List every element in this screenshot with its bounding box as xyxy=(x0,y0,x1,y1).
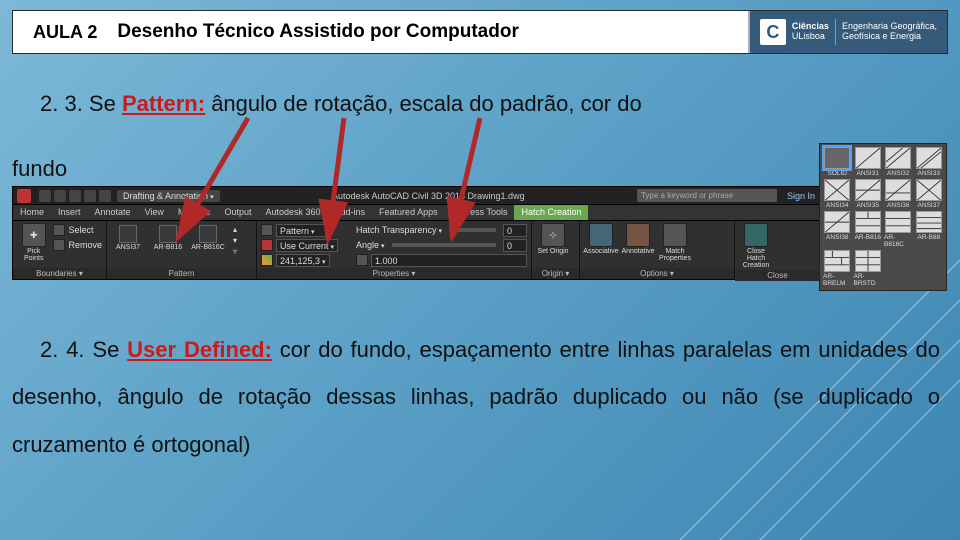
tab-manage[interactable]: Manage xyxy=(171,205,218,220)
title-bar: Drafting & Annotation Autodesk AutoCAD C… xyxy=(13,187,821,205)
slide-title: Desenho Técnico Assistido por Computador xyxy=(117,21,748,43)
panel-properties: Pattern Use Current 241,125,3 Hatch Tran… xyxy=(257,221,532,279)
associative-button[interactable]: Associative xyxy=(584,223,618,255)
gallery-swatch[interactable]: AR-B816 xyxy=(854,211,883,248)
panel-boundaries: ✚Pick Points Select Remove Boundaries ▾ xyxy=(13,221,107,279)
autocad-ribbon: Drafting & Annotation Autodesk AutoCAD C… xyxy=(12,186,822,280)
workspace-dropdown[interactable]: Drafting & Annotation xyxy=(117,190,220,202)
keyword-user-defined: User Defined: xyxy=(127,337,272,362)
keyword-pattern: Pattern: xyxy=(122,91,205,116)
gallery-swatch[interactable]: ANSI38 xyxy=(823,211,852,248)
tab-annotate[interactable]: Annotate xyxy=(88,205,138,220)
remove-button[interactable]: Remove xyxy=(53,238,102,252)
panel-origin: ⊹Set Origin Origin ▾ xyxy=(532,221,580,279)
logo-letter: C xyxy=(760,19,786,45)
match-properties-button[interactable]: Match Properties xyxy=(658,223,692,262)
gallery-swatch[interactable]: AR-B816C xyxy=(884,211,913,248)
ribbon-panels: ✚Pick Points Select Remove Boundaries ▾ … xyxy=(13,221,821,279)
lesson-number: AULA 2 xyxy=(13,22,117,43)
gallery-swatch[interactable]: ANSI34 xyxy=(823,179,852,209)
slide-header: AULA 2 Desenho Técnico Assistido por Com… xyxy=(12,10,948,54)
hatch-color-dropdown[interactable]: Use Current xyxy=(276,239,338,252)
quick-access-toolbar[interactable] xyxy=(39,190,111,202)
pick-points-button[interactable]: ✚Pick Points xyxy=(17,223,50,262)
gallery-swatch[interactable]: AR-BRELM xyxy=(823,250,852,287)
hatch-type-dropdown[interactable]: Pattern xyxy=(276,224,326,237)
university-logo: C Ciências ULisboa Engenharia Geográfica… xyxy=(748,11,947,53)
bullet-2-3: 2. 3. Se Pattern: ângulo de rotação, esc… xyxy=(40,86,642,121)
pattern-gallery-expand[interactable]: ▴▾▿ xyxy=(233,225,237,256)
pattern-swatch[interactable]: AR-B816C xyxy=(191,225,225,251)
angle-value[interactable]: 0 xyxy=(503,239,527,252)
transparency-label[interactable]: Hatch Transparency xyxy=(356,225,442,235)
gallery-swatch[interactable]: ANSI36 xyxy=(884,179,913,209)
gallery-swatch[interactable]: ANSI35 xyxy=(854,179,883,209)
bullet-2-3-cont: fundo xyxy=(12,151,67,186)
pattern-swatch[interactable]: ANSI37 xyxy=(111,225,145,251)
gallery-swatch[interactable]: ANSI32 xyxy=(884,147,913,177)
tab-output[interactable]: Output xyxy=(217,205,258,220)
file-title: Autodesk AutoCAD Civil 3D 2018 Drawing1.… xyxy=(220,191,637,201)
gallery-swatch[interactable]: ANSI33 xyxy=(915,147,944,177)
app-icon[interactable] xyxy=(17,189,31,203)
transparency-value[interactable]: 0 xyxy=(503,224,527,237)
gallery-swatch[interactable]: AR-BRSTD xyxy=(854,250,883,287)
tab-autodesk-360[interactable]: Autodesk 360 xyxy=(258,205,327,220)
tab-view[interactable]: View xyxy=(138,205,171,220)
gallery-swatch[interactable]: SOLID xyxy=(823,147,852,177)
sign-in-link[interactable]: Sign In xyxy=(787,191,815,201)
tab-home[interactable]: Home xyxy=(13,205,51,220)
close-hatch-button[interactable]: Close Hatch Creation xyxy=(739,223,773,269)
logo-text-right: Engenharia Geográfica, Geofísica e Energ… xyxy=(842,22,937,42)
tab-express-tools[interactable]: Express Tools xyxy=(445,205,515,220)
panel-close: Close Hatch Creation Close xyxy=(735,221,821,279)
gallery-swatch[interactable]: AR-B88 xyxy=(915,211,944,248)
scale-value[interactable]: 1.000 xyxy=(371,254,527,267)
logo-text-left: Ciências ULisboa xyxy=(792,22,829,42)
panel-options: Associative Annotative Match Properties … xyxy=(580,221,735,279)
gallery-swatch[interactable]: ANSI37 xyxy=(915,179,944,209)
set-origin-button[interactable]: ⊹Set Origin xyxy=(536,223,570,255)
select-button[interactable]: Select xyxy=(53,223,102,237)
ribbon-tabs: HomeInsertAnnotateViewManageOutputAutode… xyxy=(13,205,821,221)
panel-pattern: ANSI37AR-B816AR-B816C▴▾▿ Pattern xyxy=(107,221,257,279)
tab-add-ins[interactable]: Add-ins xyxy=(328,205,373,220)
tab-hatch-creation[interactable]: Hatch Creation xyxy=(514,205,588,220)
gallery-swatch[interactable]: ANSI31 xyxy=(854,147,883,177)
tab-featured-apps[interactable]: Featured Apps xyxy=(372,205,445,220)
search-input[interactable]: Type a keyword or phrase xyxy=(637,189,777,202)
angle-label[interactable]: Angle xyxy=(356,240,385,250)
pattern-swatch[interactable]: AR-B816 xyxy=(151,225,185,251)
hatch-pattern-gallery[interactable]: SOLIDANSI31ANSI32ANSI33ANSI34ANSI35ANSI3… xyxy=(819,143,947,291)
tab-insert[interactable]: Insert xyxy=(51,205,88,220)
annotative-button[interactable]: Annotative xyxy=(621,223,655,255)
background-color-dropdown[interactable]: 241,125,3 xyxy=(276,254,330,267)
bullet-2-4: 2. 4. Se User Defined: cor do fundo, esp… xyxy=(12,326,940,468)
